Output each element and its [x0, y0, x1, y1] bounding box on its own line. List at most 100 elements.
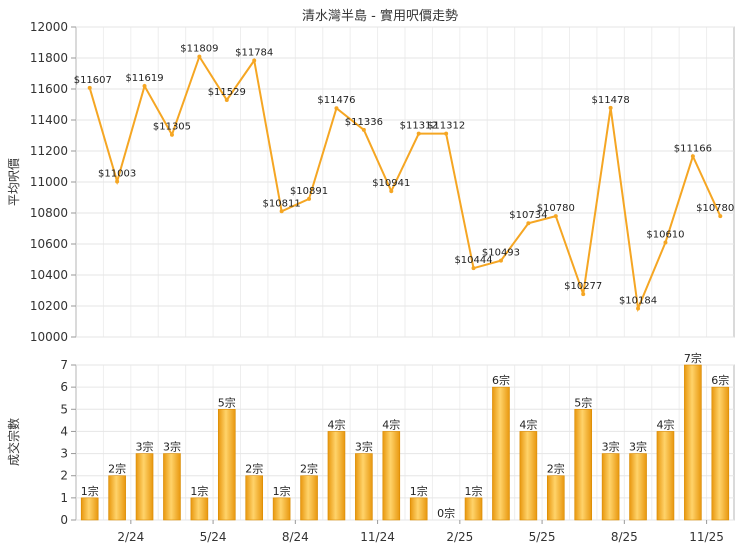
price-point: [279, 209, 284, 214]
count-y-tick-label: 1: [60, 491, 68, 505]
price-y-tick-label: 11800: [30, 51, 68, 65]
price-point: [389, 189, 394, 194]
price-y-tick-label: 10800: [30, 206, 68, 220]
count-x-tick-label: 8/24: [282, 530, 309, 544]
price-y-tick-label: 11600: [30, 82, 68, 96]
count-bar: [382, 431, 401, 521]
count-bar-label: 1宗: [410, 484, 428, 498]
count-bar-label: 5宗: [218, 395, 236, 409]
price-point-label: $10277: [564, 281, 602, 292]
price-point-label: $11312: [400, 121, 438, 132]
price-point: [690, 154, 695, 159]
price-point-label: $11336: [345, 117, 383, 128]
count-y-tick-label: 5: [60, 402, 68, 416]
count-bar-label: 1宗: [190, 484, 208, 498]
price-point: [197, 54, 202, 59]
price-line: [88, 54, 722, 313]
price-point: [636, 306, 641, 311]
price-point: [471, 266, 476, 271]
price-point: [444, 131, 449, 136]
count-x-tick-label: 11/24: [360, 530, 395, 544]
price-point-label: $11809: [180, 44, 218, 55]
price-point-label: $11166: [674, 143, 712, 154]
count-x-tick-label: 5/24: [200, 530, 227, 544]
count-bar: [355, 453, 373, 521]
price-point-label: $10184: [619, 295, 657, 306]
price-y-tick-label: 10600: [30, 237, 68, 251]
count-bar: [80, 497, 99, 521]
price-point-label: $11478: [592, 95, 630, 106]
count-y-axis-title: 成交宗數: [6, 418, 21, 466]
count-bar-label: 2宗: [245, 462, 263, 476]
price-point: [142, 84, 147, 89]
count-x-tick-label: 8/25: [611, 530, 638, 544]
count-y-tick-label: 4: [60, 424, 68, 438]
price-y-tick-label: 10200: [30, 299, 68, 313]
price-point: [553, 214, 558, 219]
count-bar-label: 2宗: [108, 462, 126, 476]
count-bar-labels: 1宗 2宗 3宗 3宗 1宗 5宗 2宗 1宗 2宗 4宗 3宗 4宗 1宗 0宗 1宗 6宗 4宗 2宗 5宗 3宗…: [81, 351, 730, 520]
price-point-labels: $11607 $11003 $11619 $11305 $11809 $11529 $117…: [74, 44, 735, 307]
price-point-label: $11784: [235, 47, 273, 58]
price-point: [334, 106, 339, 111]
price-y-tick-label: 12000: [30, 20, 68, 34]
count-y-ticks: 0 1 2 3 4 5 6 7: [60, 358, 76, 527]
count-bar-label: 6宗: [492, 373, 510, 387]
count-y-tick-label: 2: [60, 469, 68, 483]
count-bar: [217, 408, 236, 521]
price-point-label: $11003: [98, 169, 136, 180]
count-bar: [519, 431, 538, 521]
count-bar-label: 3宗: [602, 440, 620, 454]
price-point-label: $10734: [509, 210, 547, 221]
count-bar: [684, 364, 702, 521]
price-point-label: $10811: [263, 198, 301, 209]
count-bar: [574, 408, 593, 521]
price-point: [498, 258, 503, 263]
price-point: [581, 292, 586, 297]
count-bar: [711, 386, 730, 521]
price-point: [169, 132, 174, 137]
price-point: [224, 98, 229, 103]
count-y-tick-label: 6: [60, 380, 68, 394]
count-bar: [135, 453, 154, 521]
count-bar: [108, 475, 126, 521]
count-x-tick-label: 11/25: [689, 530, 724, 544]
price-y-axis-title: 平均呎價: [7, 158, 21, 206]
count-bar-label: 3宗: [355, 440, 373, 454]
count-x-ticks: 2/24 5/24 8/24 11/24 2/25 5/25 8/25 11/25: [117, 520, 724, 544]
price-point-label: $10941: [372, 178, 410, 189]
count-bar-label: 7宗: [684, 351, 702, 365]
count-x-tick-label: 5/25: [529, 530, 556, 544]
price-point-label: $11305: [153, 122, 191, 133]
price-point-label: $11312: [427, 121, 465, 132]
count-bar: [272, 497, 291, 521]
count-bar: [409, 497, 428, 521]
price-point: [252, 58, 257, 63]
count-bar-label: 4宗: [327, 417, 345, 431]
count-bar-label: 1宗: [273, 484, 291, 498]
count-y-tick-label: 7: [60, 358, 68, 372]
count-bars: [80, 364, 730, 521]
count-bar: [245, 475, 264, 521]
price-point: [718, 214, 723, 219]
price-y-tick-label: 11400: [30, 113, 68, 127]
price-point-label: $10493: [482, 248, 520, 259]
count-bar: [300, 475, 318, 521]
price-point-label: $11619: [125, 73, 163, 84]
price-point: [87, 85, 92, 90]
price-point-label: $10780: [537, 203, 575, 214]
count-bar-label: 4宗: [519, 417, 537, 431]
price-point: [663, 240, 668, 245]
chart-title: 清水灣半島 - 實用呎價走勢: [302, 8, 458, 24]
count-bar-label: 1宗: [81, 484, 99, 498]
price-point: [307, 196, 312, 201]
price-point: [115, 179, 120, 184]
count-bar: [492, 386, 510, 521]
price-point: [416, 131, 421, 136]
price-point: [608, 105, 613, 110]
price-point-label: $10780: [696, 203, 734, 214]
count-bar: [190, 497, 209, 521]
count-bar: [327, 431, 346, 521]
count-bar-label: 5宗: [574, 395, 592, 409]
